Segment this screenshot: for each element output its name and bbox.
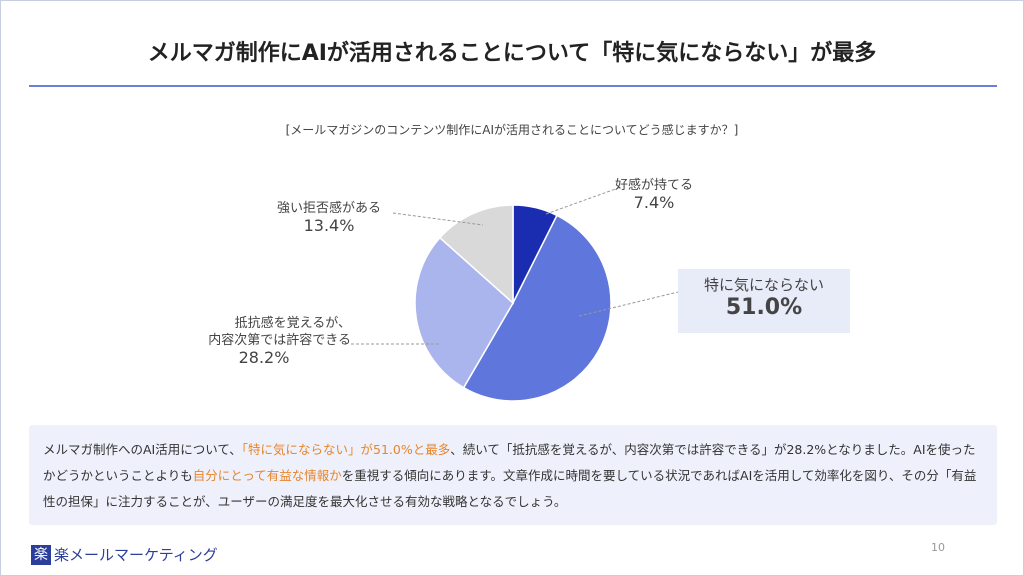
pie-slice xyxy=(414,236,514,389)
title-rule xyxy=(29,85,997,87)
pie-slice xyxy=(462,214,612,402)
summary-text: を重視する傾向にあります。文章作成に時間を要している状況であればAIを活用して効… xyxy=(43,468,977,509)
value-label: 13.4% xyxy=(303,216,355,235)
category-label: 特に気にならない xyxy=(703,276,824,294)
pie-chart xyxy=(351,186,679,402)
category-label: 好感が持てる xyxy=(614,178,693,193)
page-number: 10 xyxy=(931,541,945,554)
category-label: 抵抗感を覚えるが、 内容次第では許容できる xyxy=(208,316,351,348)
logo: 楽 楽メールマーケティング xyxy=(31,544,218,565)
leader-line xyxy=(578,291,679,317)
summary-text: 、続いて「抵抗感を覚えるが、内容次第では許容できる」が28.2%となりました。A… xyxy=(43,442,976,483)
leader-line xyxy=(392,212,484,226)
pie-slice xyxy=(438,204,514,305)
chart-subtitle: [メールマガジンのコンテンツ制作にAIが活用されることについてどう感じますか？] xyxy=(285,123,739,137)
title: メルマガ制作にAIが活用されることについて「特に気にならない」が最多 xyxy=(147,41,877,66)
logo-icon: 楽 xyxy=(31,544,51,565)
summary: メルマガ制作へのAI活用について、「特に気にならない」が51.0%と最多、続いて… xyxy=(29,425,997,525)
value-label: 51.0% xyxy=(725,295,803,320)
value-label: 28.2% xyxy=(238,348,290,367)
leader-line xyxy=(545,186,622,215)
emphasis-text: 自分にとって有益な情報か xyxy=(192,468,342,483)
emphasis-text: 「特に気にならない」が51.0%と最多 xyxy=(241,442,451,457)
slice-label: 好感が持てる 7.4% xyxy=(591,177,717,211)
logo-text: 楽メールマーケティング xyxy=(54,546,218,564)
category-label: 強い拒否感がある xyxy=(276,201,381,216)
summary-text: メルマガ制作へのAI活用について、 xyxy=(43,442,242,457)
slice-label: 特に気にならない 51.0% xyxy=(678,269,850,333)
slice-label: 抵抗感を覚えるが、 内容次第では許容できる 28.2% xyxy=(171,315,351,366)
value-label: 7.4% xyxy=(633,193,675,212)
slice-label: 強い拒否感がある 13.4% xyxy=(259,200,399,234)
